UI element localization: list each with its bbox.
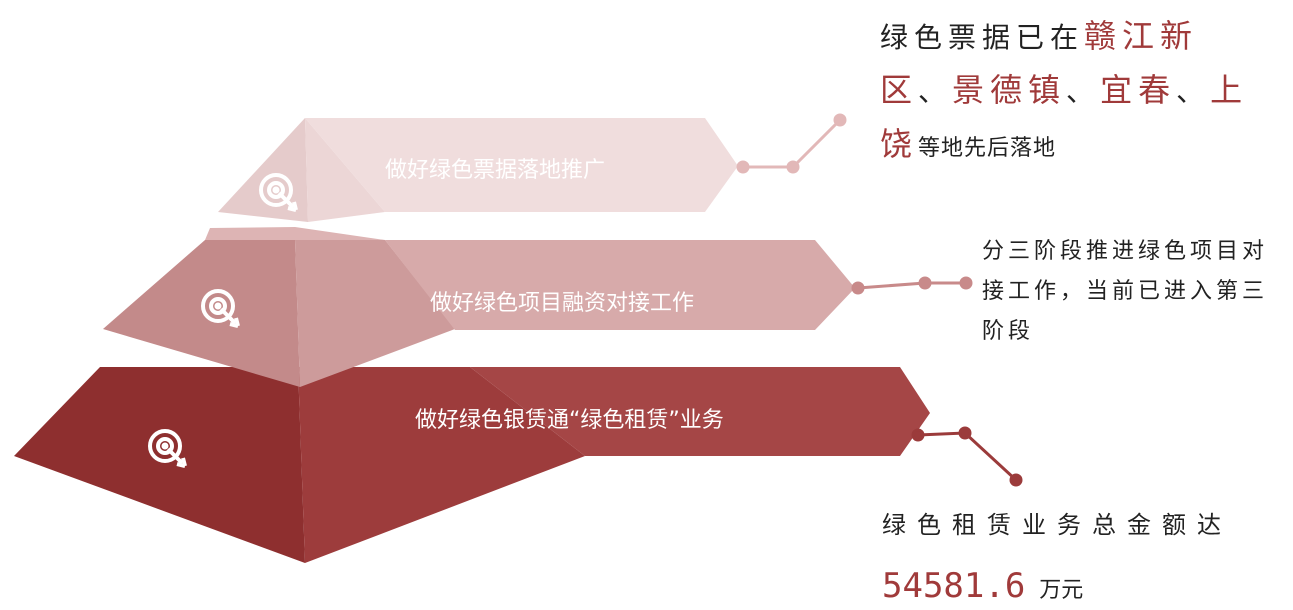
note1-city-shangrao: 上饶 <box>880 71 1249 163</box>
tier-1-right-face <box>305 118 385 222</box>
note1-city-jingdezhen: 景德镇 <box>952 71 1067 109</box>
tier-3-arrow <box>300 367 930 456</box>
note1-prefix: 绿色票据已在 <box>880 21 1085 54</box>
tier-1-label: 做好绿色票据落地推广 <box>385 158 606 183</box>
tier-1-arrow <box>305 118 738 212</box>
note1-sep3: 、 <box>1176 75 1211 108</box>
target-icon <box>259 173 298 212</box>
tier-2-arrow <box>300 240 855 330</box>
leasing-amount: 54581.6 万元 <box>882 566 1083 606</box>
note-green-bills: 绿色票据已在赣江新区、景德镇、宜春、上饶等地先后落地 <box>880 10 1250 175</box>
tier-2-left-face <box>103 240 300 387</box>
leasing-amount-unit: 万元 <box>1039 578 1084 603</box>
tier-3-left-face <box>14 367 305 563</box>
tier-2-right-face <box>295 240 455 387</box>
note-leasing-total: 绿色租赁业务总金额达 <box>882 511 1232 539</box>
tier-1-left-face <box>218 118 308 222</box>
tier-2-top-face <box>205 227 385 240</box>
note1-sep1: 、 <box>918 75 953 108</box>
tier-1 <box>218 118 738 222</box>
note-project-financing: 分三阶段推进绿色项目对接工作，当前已进入第三阶段 <box>982 239 1269 344</box>
tier-2 <box>103 227 855 387</box>
tier-3-right-face <box>298 367 585 563</box>
leasing-amount-value: 54581.6 <box>882 566 1026 606</box>
note1-suffix: 等地先后落地 <box>918 136 1057 161</box>
target-icon <box>148 429 187 468</box>
tier-2-label: 做好绿色项目融资对接工作 <box>430 291 695 316</box>
target-icon <box>201 289 240 328</box>
tier-3-label: 做好绿色银赁通“绿色租赁”业务 <box>415 408 724 433</box>
note1-city-ganjiang: 赣江新区 <box>880 17 1199 109</box>
connector-2 <box>851 276 973 295</box>
connector-1 <box>736 113 847 174</box>
tier-3 <box>14 367 930 563</box>
connector-3 <box>911 426 1023 487</box>
note1-sep2: 、 <box>1066 75 1101 108</box>
note1-city-yichun: 宜春 <box>1100 71 1177 109</box>
